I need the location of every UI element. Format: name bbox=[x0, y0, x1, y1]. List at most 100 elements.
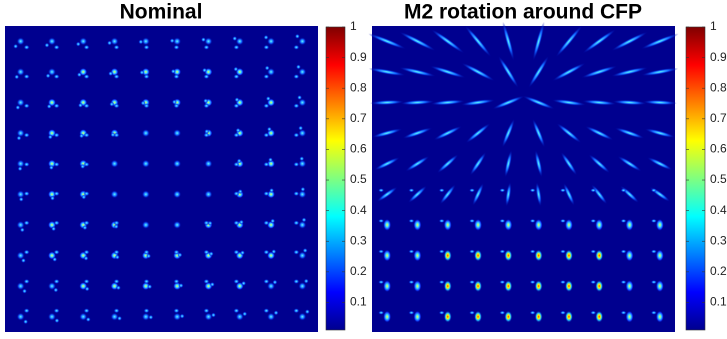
psf-lobe bbox=[83, 191, 90, 197]
psf-spot bbox=[655, 310, 664, 323]
psf-lobe bbox=[113, 74, 120, 80]
psf-lobe bbox=[233, 308, 240, 314]
psf-lobe bbox=[53, 278, 60, 284]
psf-lobe bbox=[146, 253, 152, 259]
psf-lobe bbox=[233, 66, 239, 72]
psf-spot bbox=[564, 280, 573, 293]
psf-spot bbox=[443, 218, 452, 231]
psf-lobe bbox=[114, 254, 120, 260]
psf-lobe bbox=[238, 219, 244, 225]
psf-spot bbox=[383, 310, 392, 323]
psf-spot bbox=[267, 37, 276, 46]
psf-lobe bbox=[47, 134, 53, 140]
psf-spot bbox=[79, 37, 88, 46]
psf-lobe bbox=[264, 65, 270, 71]
psf-spot bbox=[430, 99, 465, 106]
psf-spot bbox=[552, 62, 586, 82]
psf-spot bbox=[16, 190, 25, 199]
psf-lobe bbox=[46, 103, 52, 109]
psf-spot bbox=[443, 310, 452, 323]
panel-title: Nominal bbox=[120, 1, 203, 24]
psf-lobe bbox=[293, 44, 300, 50]
psf-spot bbox=[235, 37, 244, 46]
psf-lobe bbox=[108, 71, 114, 77]
psf-lobe bbox=[620, 218, 627, 223]
psf-lobe bbox=[233, 249, 240, 255]
colorbar bbox=[685, 26, 706, 331]
psf-spot bbox=[429, 65, 466, 79]
psf-lobe bbox=[267, 157, 273, 163]
psf-lobe bbox=[113, 44, 120, 50]
psf-spot bbox=[47, 312, 56, 321]
psf-spot bbox=[460, 99, 496, 106]
psf-lobe bbox=[233, 161, 240, 167]
psf-lobe bbox=[273, 310, 279, 316]
psf-lobe bbox=[83, 103, 90, 109]
psf-lobe bbox=[20, 258, 26, 263]
psf-lobe bbox=[233, 220, 240, 226]
psf-lobe bbox=[303, 278, 309, 284]
psf-lobe bbox=[179, 313, 185, 319]
colorbar-tick-label: 0.4 bbox=[710, 203, 727, 217]
psf-spot bbox=[173, 129, 182, 138]
psf-lobe bbox=[109, 101, 115, 107]
psf-lobe bbox=[499, 280, 506, 285]
psf-spot bbox=[173, 159, 182, 168]
psf-lobe bbox=[293, 74, 300, 80]
psf-lobe bbox=[301, 217, 307, 223]
psf-spot bbox=[611, 67, 648, 77]
psf-spot bbox=[532, 118, 546, 148]
psf-lobe bbox=[53, 308, 60, 314]
psf-spot bbox=[555, 25, 583, 58]
psf-lobe bbox=[45, 73, 51, 79]
psf-spot bbox=[535, 182, 542, 207]
psf-spot bbox=[298, 282, 307, 291]
psf-spot bbox=[204, 37, 213, 46]
psf-spot bbox=[47, 37, 56, 46]
psf-lobe bbox=[113, 220, 120, 226]
psf-lobe bbox=[204, 128, 210, 134]
psf-spot bbox=[413, 310, 422, 323]
psf-lobe bbox=[620, 249, 627, 254]
psf-spot bbox=[173, 220, 182, 229]
psf-lobe bbox=[295, 64, 301, 70]
psf-lobe bbox=[265, 96, 271, 102]
colorbar-tick-label: 0.2 bbox=[350, 264, 367, 278]
psf-lobe bbox=[529, 249, 536, 254]
psf-lobe bbox=[499, 249, 506, 254]
psf-lobe bbox=[293, 220, 300, 226]
psf-lobe bbox=[53, 249, 60, 255]
colorbar-tick-label: 0.5 bbox=[350, 172, 367, 186]
psf-lobe bbox=[23, 249, 30, 255]
psf-spot bbox=[141, 129, 150, 138]
psf-lobe bbox=[14, 74, 20, 80]
psf-spot bbox=[581, 65, 618, 79]
psf-lobe bbox=[408, 280, 415, 285]
psf-lobe bbox=[620, 188, 627, 193]
psf-spot bbox=[534, 150, 543, 178]
psf-spot bbox=[640, 33, 679, 50]
psf-lobe bbox=[438, 310, 445, 315]
psf-lobe bbox=[559, 188, 566, 193]
psf-lobe bbox=[53, 161, 60, 167]
psf-lobe bbox=[650, 218, 657, 223]
psf-lobe bbox=[44, 42, 50, 48]
psf-spot bbox=[16, 98, 25, 107]
colorbar-tick-label: 1 bbox=[350, 19, 357, 33]
psf-lobe bbox=[82, 225, 88, 231]
psf-lobe bbox=[143, 278, 150, 284]
psf-spot bbox=[369, 99, 405, 106]
psf-spot bbox=[582, 99, 617, 106]
psf-spot bbox=[474, 280, 483, 293]
psf-spot bbox=[383, 218, 392, 231]
psf-lobe bbox=[263, 220, 270, 226]
psf-lobe bbox=[148, 314, 154, 320]
psf-spot bbox=[47, 282, 56, 291]
psf-lobe bbox=[650, 280, 657, 285]
psf-lobe bbox=[107, 40, 113, 46]
psf-spot bbox=[464, 25, 492, 58]
psf-spot bbox=[501, 118, 515, 148]
psf-lobe bbox=[469, 310, 476, 315]
